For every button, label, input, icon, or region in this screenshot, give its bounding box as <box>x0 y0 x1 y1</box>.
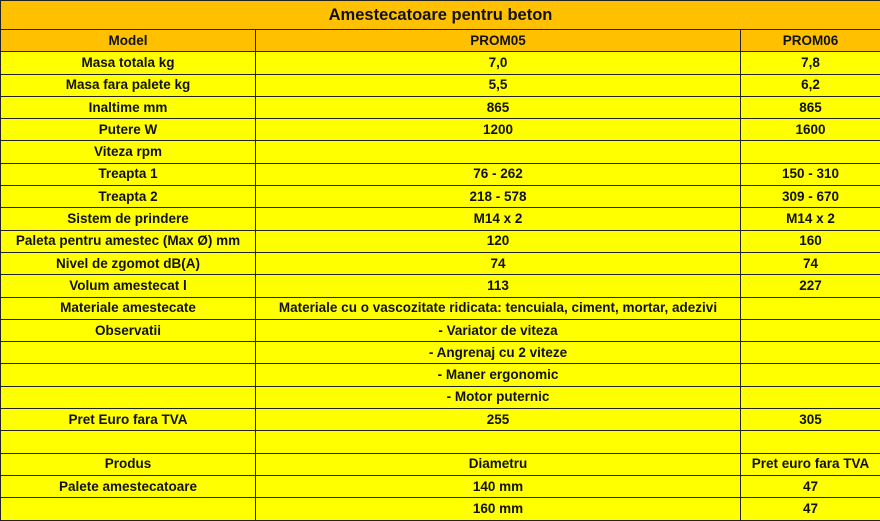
cell-value: 160 <box>741 230 880 252</box>
row-label <box>1 386 256 408</box>
cell-value: Pret euro fara TVA <box>741 453 880 475</box>
row-label: Paleta pentru amestec (Max Ø) mm <box>1 230 256 252</box>
cell-value: M14 x 2 <box>256 208 741 230</box>
row-label: Masa totala kg <box>1 52 256 74</box>
cell-value: 865 <box>256 96 741 118</box>
cell-value <box>256 141 741 163</box>
cell-value: 305 <box>741 409 880 431</box>
cell-value: 7,8 <box>741 52 880 74</box>
cell-value: 47 <box>741 498 880 520</box>
row-label: Palete amestecatoare <box>1 475 256 497</box>
cell-value <box>741 431 880 453</box>
row-label <box>1 364 256 386</box>
cell-value <box>741 342 880 364</box>
cell-value: 120 <box>256 230 741 252</box>
row-label <box>1 498 256 520</box>
row-label: Materiale amestecate <box>1 297 256 319</box>
cell-value <box>741 141 880 163</box>
row-label: Viteza rpm <box>1 141 256 163</box>
row-label: Masa fara palete kg <box>1 74 256 96</box>
header-cell: PROM05 <box>256 30 741 52</box>
header-cell: PROM06 <box>741 30 880 52</box>
cell-value: - Maner ergonomic <box>256 364 741 386</box>
row-label: Putere W <box>1 119 256 141</box>
row-label: Nivel de zgomot dB(A) <box>1 252 256 274</box>
row-label: Volum amestecat l <box>1 275 256 297</box>
cell-value <box>741 297 880 319</box>
header-cell: Model <box>1 30 256 52</box>
row-label: Observatii <box>1 319 256 341</box>
row-label: Produs <box>1 453 256 475</box>
cell-value: 7,0 <box>256 52 741 74</box>
cell-value: 218 - 578 <box>256 186 741 208</box>
cell-value <box>741 364 880 386</box>
cell-value: - Motor puternic <box>256 386 741 408</box>
cell-value <box>256 431 741 453</box>
row-label: Sistem de prindere <box>1 208 256 230</box>
cell-value: 6,2 <box>741 74 880 96</box>
cell-value: 1200 <box>256 119 741 141</box>
table-row: - Angrenaj cu 2 viteze <box>1 342 880 364</box>
cell-value: 865 <box>741 96 880 118</box>
cell-value: 255 <box>256 409 741 431</box>
cell-value: 160 mm <box>256 498 741 520</box>
cell-value: 113 <box>256 275 741 297</box>
header-row: Model PROM05 PROM06 <box>1 30 880 52</box>
cell-value: 140 mm <box>256 475 741 497</box>
cell-value: 76 - 262 <box>256 163 741 185</box>
row-label <box>1 431 256 453</box>
cell-value <box>741 319 880 341</box>
cell-value: - Angrenaj cu 2 viteze <box>256 342 741 364</box>
row-label: Pret Euro fara TVA <box>1 409 256 431</box>
table-row: - Motor puternic <box>1 386 880 408</box>
cell-value: 150 - 310 <box>741 163 880 185</box>
row-label: Inaltime mm <box>1 96 256 118</box>
cell-value: 74 <box>256 252 741 274</box>
table-row: - Maner ergonomic <box>1 364 880 386</box>
cell-value: 74 <box>741 252 880 274</box>
cell-value: 47 <box>741 475 880 497</box>
table-row: Observatii- Variator de viteza <box>1 319 880 341</box>
cell-value: - Variator de viteza <box>256 319 741 341</box>
cell-value: 309 - 670 <box>741 186 880 208</box>
row-label: Treapta 1 <box>1 163 256 185</box>
cell-value: 1600 <box>741 119 880 141</box>
table-title: Amestecatoare pentru beton <box>1 1 880 30</box>
row-label: Treapta 2 <box>1 186 256 208</box>
cell-value: 5,5 <box>256 74 741 96</box>
cell-value: M14 x 2 <box>741 208 880 230</box>
row-label <box>1 342 256 364</box>
title-row: Amestecatoare pentru beton <box>1 1 880 30</box>
table-row <box>1 431 880 453</box>
table-row: Viteza rpm <box>1 141 880 163</box>
cell-value <box>741 386 880 408</box>
cell-value: Diametru <box>256 453 741 475</box>
cell-value: Materiale cu o vascozitate ridicata: ten… <box>256 297 741 319</box>
cell-value: 227 <box>741 275 880 297</box>
